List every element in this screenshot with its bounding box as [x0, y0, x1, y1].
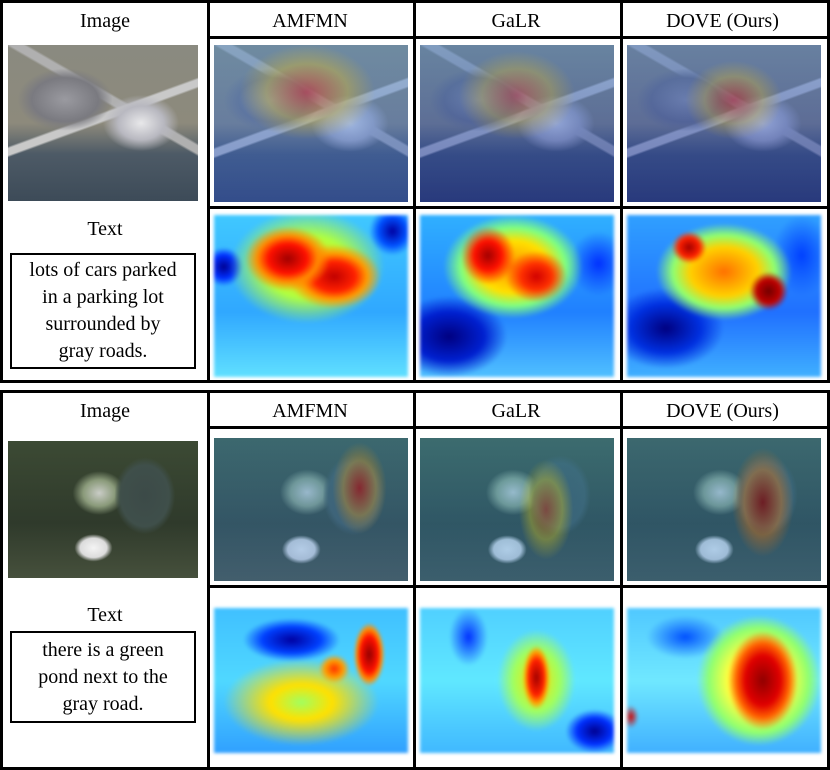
- header-divider: [210, 426, 827, 429]
- heatmap: [420, 215, 614, 377]
- attention-overlay: [627, 45, 821, 202]
- input-image: [8, 441, 198, 578]
- column-divider: [413, 3, 416, 380]
- attention-overlay: [214, 438, 408, 581]
- column-divider: [620, 393, 623, 767]
- column-divider: [413, 393, 416, 767]
- caption-line: there is a green: [42, 638, 164, 661]
- caption-line: surrounded by: [45, 313, 161, 335]
- overlay-tint: [627, 45, 821, 202]
- overlay-tint: [420, 438, 614, 581]
- overlay-tint: [420, 45, 614, 202]
- panel: Image Text lots of cars parked in a parking…: [0, 0, 830, 383]
- image-label: Image: [80, 400, 130, 422]
- row-divider: [210, 206, 827, 209]
- heatmap: [214, 215, 408, 377]
- method-title: GaLR: [491, 10, 541, 32]
- overlay-tint: [214, 438, 408, 581]
- column-divider: [207, 3, 210, 380]
- method-title: DOVE (Ours): [666, 10, 779, 32]
- caption-line: gray road.: [62, 692, 144, 715]
- panel: Image Text there is a green pond next to th…: [0, 390, 830, 770]
- attention-overlay: [420, 45, 614, 202]
- overlay-tint: [214, 45, 408, 202]
- caption-line: lots of cars parked: [29, 259, 177, 281]
- attention-overlay: [214, 45, 408, 202]
- caption-line: pond next to the: [38, 665, 168, 688]
- attention-overlay: [627, 438, 821, 581]
- caption-line: gray roads.: [58, 340, 148, 362]
- overlay-tint: [627, 438, 821, 581]
- heatmap: [627, 608, 821, 753]
- text-label: Text: [87, 218, 123, 240]
- input-image: [8, 45, 198, 201]
- heatmap: [420, 608, 614, 753]
- column-divider: [207, 393, 210, 767]
- header-divider: [210, 36, 827, 39]
- image-label: Image: [80, 10, 130, 32]
- row-divider: [210, 585, 827, 588]
- column-divider: [620, 3, 623, 380]
- caption-box: lots of cars parked in a parking lot surro…: [10, 253, 196, 369]
- caption-line: in a parking lot: [42, 286, 164, 308]
- attention-overlay: [420, 438, 614, 581]
- heatmap: [214, 608, 408, 753]
- heatmap: [627, 215, 821, 377]
- text-label: Text: [87, 604, 123, 626]
- caption-box: there is a green pond next to the gray roa…: [10, 631, 196, 723]
- method-title: AMFMN: [272, 400, 348, 422]
- method-title: GaLR: [491, 400, 541, 422]
- method-title: DOVE (Ours): [666, 400, 779, 422]
- method-title: AMFMN: [272, 10, 348, 32]
